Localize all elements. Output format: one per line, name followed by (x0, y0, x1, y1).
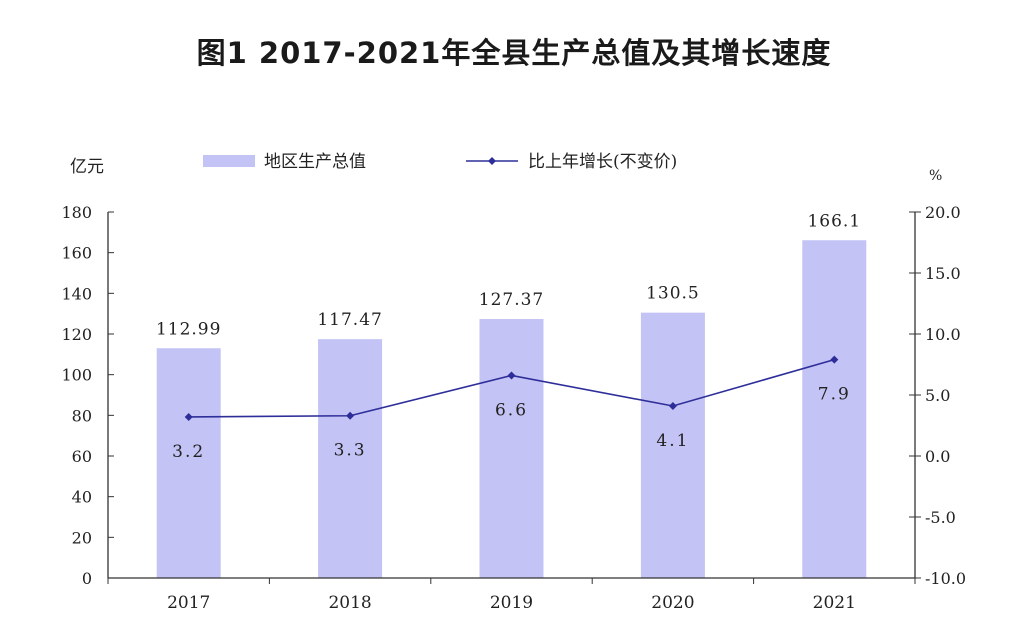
left-tick-label: 160 (61, 244, 92, 263)
left-tick-label: 140 (61, 284, 92, 303)
left-tick-label: 80 (72, 406, 92, 425)
bar-value-label: 166.1 (807, 211, 861, 231)
growth-point-2019 (507, 371, 516, 380)
right-tick-label: -10.0 (925, 569, 966, 588)
bar-value-label: 130.5 (646, 284, 700, 304)
left-tick-label: 0 (82, 569, 92, 588)
bar-2021 (802, 240, 867, 578)
growth-value-label: 4.1 (656, 431, 689, 451)
legend-bar-label: 地区生产总值 (264, 152, 366, 172)
left-tick-label: 60 (72, 447, 92, 466)
left-tick-label: 100 (61, 366, 92, 385)
bar-2017 (156, 348, 221, 578)
legend-line-label: 比上年增长(不变价) (528, 152, 677, 172)
right-tick-label: 5.0 (925, 386, 950, 405)
legend-bar-swatch (203, 155, 255, 167)
left-tick-label: 120 (61, 325, 92, 344)
bar-2018 (318, 339, 383, 578)
legend-line-marker (488, 157, 496, 165)
left-axis-unit: 亿元 (70, 157, 104, 177)
growth-value-label: 7.9 (818, 385, 851, 405)
right-tick-label: -5.0 (925, 508, 956, 527)
right-tick-label: 0.0 (925, 447, 950, 466)
x-tick-label: 2018 (328, 593, 371, 613)
right-tick-label: 15.0 (925, 264, 961, 283)
left-tick-label: 180 (61, 203, 92, 222)
x-tick-label: 2019 (490, 593, 533, 613)
bar-value-label: 117.47 (317, 310, 382, 330)
bar-2019 (479, 319, 544, 578)
left-tick-label: 20 (72, 528, 92, 547)
growth-value-label: 6.6 (495, 400, 528, 420)
growth-value-label: 3.2 (172, 442, 205, 462)
x-tick-label: 2020 (651, 593, 694, 613)
chart-title: 图1 2017-2021年全县生产总值及其增长速度 (196, 36, 832, 70)
bar-value-label: 127.37 (479, 290, 544, 310)
right-tick-label: 10.0 (925, 325, 961, 344)
bar-value-label: 112.99 (156, 319, 221, 339)
x-tick-label: 2017 (167, 593, 210, 613)
growth-point-2017 (184, 412, 193, 421)
bar-2020 (640, 312, 705, 578)
right-tick-label: 20.0 (925, 203, 961, 222)
growth-point-2018 (346, 411, 355, 420)
growth-point-2020 (668, 401, 677, 410)
x-tick-label: 2021 (813, 593, 856, 613)
growth-point-2021 (830, 355, 839, 364)
right-axis-unit: % (929, 168, 942, 184)
left-tick-label: 40 (72, 488, 92, 507)
growth-value-label: 3.3 (334, 441, 367, 461)
